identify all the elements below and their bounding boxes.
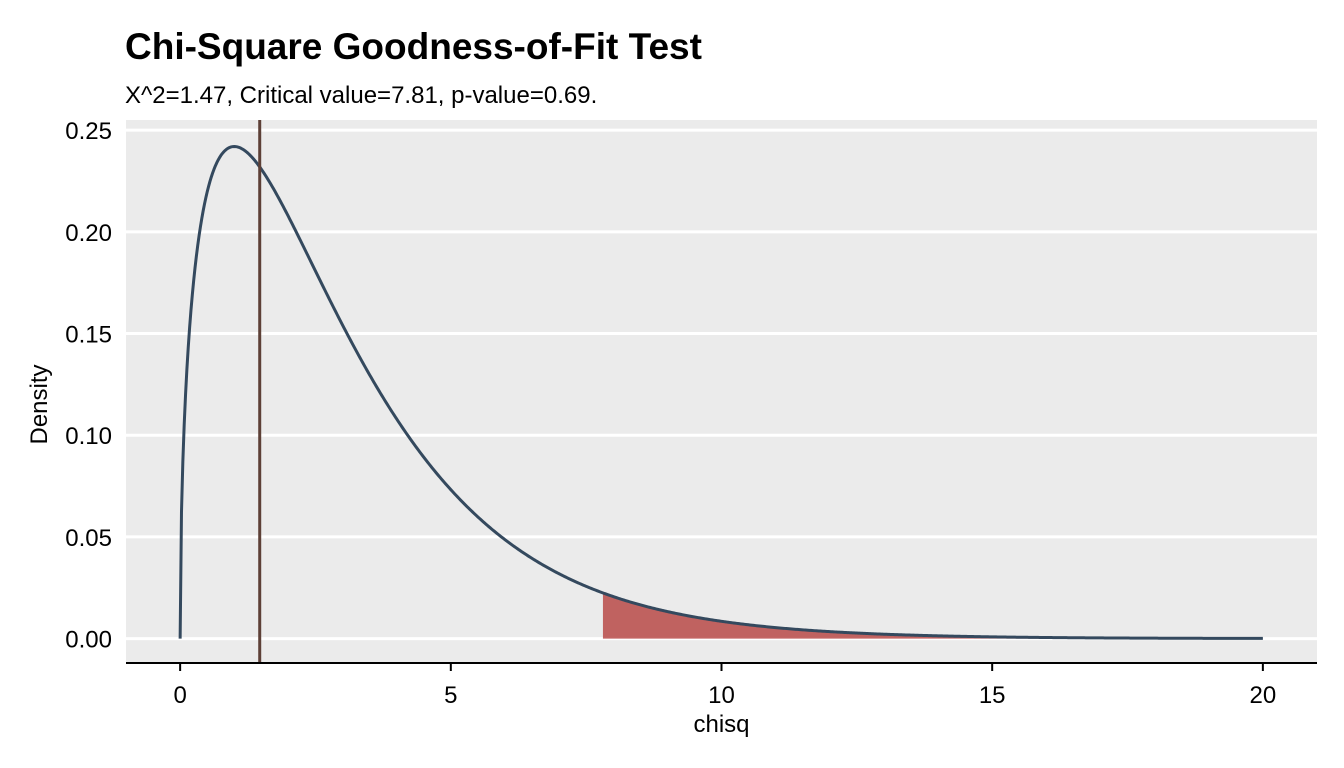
- x-tick-label: 5: [444, 682, 457, 709]
- x-tick-label: 20: [1250, 682, 1277, 709]
- density-curve: [178, 145, 1264, 640]
- y-tick-label: 0.20: [65, 220, 112, 247]
- y-axis-ticks: 0.00 0.05 0.10 0.15 0.20 0.25: [65, 118, 112, 653]
- x-axis-ticks: 0 5 10 15 20: [173, 663, 1276, 709]
- y-tick-label: 0.00: [65, 627, 112, 654]
- y-tick-label: 0.25: [65, 118, 112, 145]
- x-axis-title: chisq: [693, 711, 749, 738]
- chart-subtitle: X^2=1.47, Critical value=7.81, p-value=0…: [125, 82, 598, 109]
- x-tick-label: 0: [173, 682, 186, 709]
- x-tick-label: 10: [708, 682, 735, 709]
- y-tick-label: 0.05: [65, 525, 112, 552]
- y-tick-label: 0.10: [65, 423, 112, 450]
- y-tick-label: 0.15: [65, 322, 112, 349]
- y-axis-title: Density: [26, 364, 53, 444]
- x-tick-label: 15: [979, 682, 1006, 709]
- chart-title: Chi-Square Goodness-of-Fit Test: [125, 26, 702, 67]
- plot-panel: [126, 120, 1317, 663]
